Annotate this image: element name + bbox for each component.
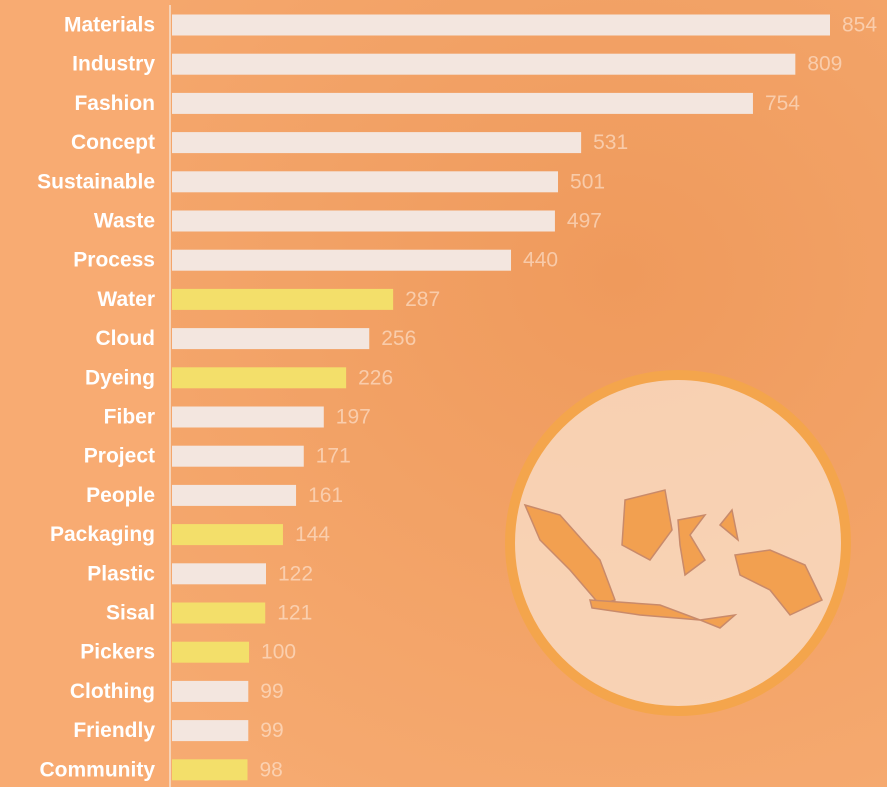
category-label: Waste <box>94 210 155 233</box>
bar <box>172 563 266 584</box>
category-label: Materials <box>64 14 155 37</box>
category-label: Concept <box>71 131 155 154</box>
bar <box>172 289 393 310</box>
bar <box>172 681 248 702</box>
bar <box>172 132 581 153</box>
bar <box>172 446 304 467</box>
value-label: 809 <box>807 53 842 76</box>
bar <box>172 171 558 192</box>
bar <box>172 367 346 388</box>
bar <box>172 642 249 663</box>
bar <box>172 603 265 624</box>
value-label: 226 <box>358 366 393 389</box>
category-label: Process <box>73 249 155 272</box>
value-label: 171 <box>316 445 351 468</box>
bar <box>172 407 324 428</box>
value-label: 754 <box>765 92 800 115</box>
category-label: Packaging <box>50 523 155 546</box>
map-badge <box>510 375 846 711</box>
bar <box>172 93 753 114</box>
bar <box>172 524 283 545</box>
category-label: Sustainable <box>37 170 155 193</box>
category-label: Cloud <box>96 327 155 350</box>
bar <box>172 250 511 271</box>
value-label: 197 <box>336 406 371 429</box>
category-label: Clothing <box>70 680 155 703</box>
chart: Materials 854 Industry 809 Fashion 754 Concept… <box>0 0 887 787</box>
bar <box>172 485 296 506</box>
category-label: Friendly <box>73 719 155 742</box>
category-label: Pickers <box>80 641 155 664</box>
value-label: 501 <box>570 170 605 193</box>
bar <box>172 54 795 75</box>
value-label: 497 <box>567 210 602 233</box>
category-label: Fashion <box>74 92 155 115</box>
value-label: 99 <box>260 680 283 703</box>
value-label: 531 <box>593 131 628 154</box>
category-label: Plastic <box>87 562 155 585</box>
value-label: 440 <box>523 249 558 272</box>
value-label: 287 <box>405 288 440 311</box>
category-label: Project <box>84 445 155 468</box>
value-label: 144 <box>295 523 330 546</box>
category-label: Community <box>40 758 156 781</box>
category-label: People <box>86 484 155 507</box>
value-label: 854 <box>842 14 877 37</box>
bar <box>172 211 555 232</box>
category-label: Fiber <box>104 406 155 429</box>
category-label: Industry <box>72 53 155 76</box>
value-label: 99 <box>260 719 283 742</box>
category-label: Water <box>97 288 155 311</box>
value-label: 256 <box>381 327 416 350</box>
page: Materials 854 Industry 809 Fashion 754 Concept… <box>0 0 887 787</box>
bar <box>172 328 369 349</box>
label-panel <box>0 0 170 787</box>
value-label: 122 <box>278 562 313 585</box>
value-label: 98 <box>260 758 283 781</box>
value-label: 161 <box>308 484 343 507</box>
value-label: 121 <box>277 602 312 625</box>
bar <box>172 720 248 741</box>
bar <box>172 15 830 36</box>
category-label: Sisal <box>106 602 155 625</box>
category-label: Dyeing <box>85 366 155 389</box>
bar <box>172 759 248 780</box>
value-label: 100 <box>261 641 296 664</box>
